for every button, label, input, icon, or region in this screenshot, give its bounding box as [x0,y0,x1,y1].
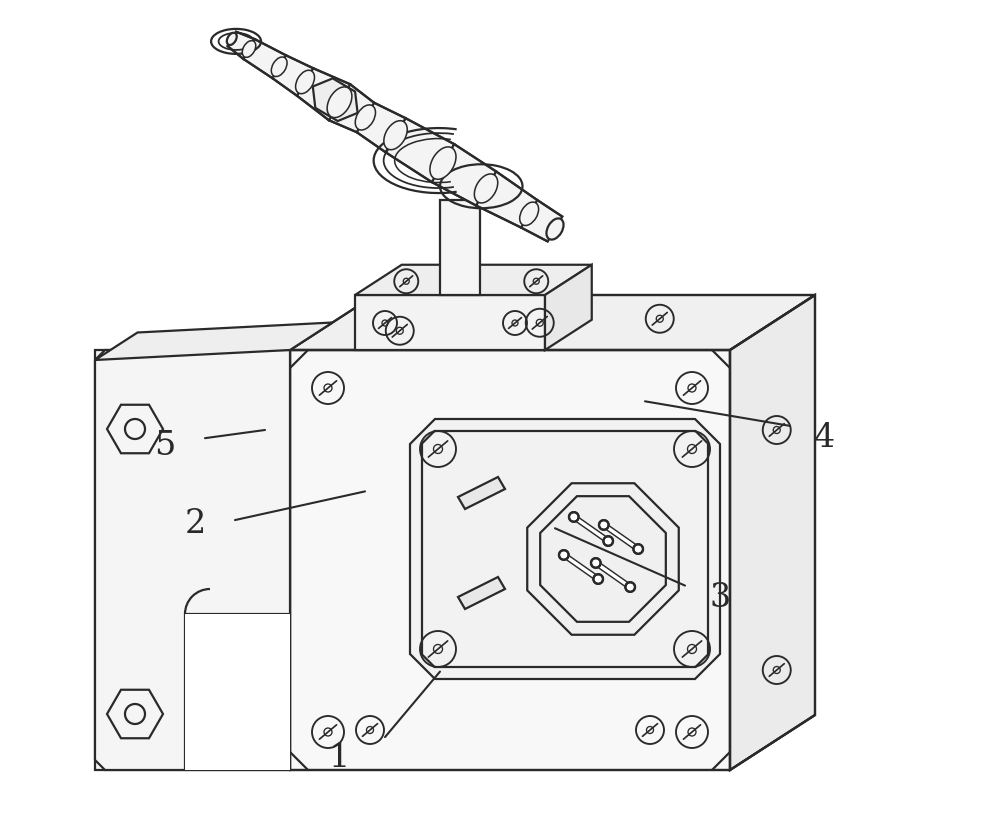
Polygon shape [272,56,313,96]
Polygon shape [243,39,286,79]
Ellipse shape [546,219,564,240]
Ellipse shape [271,57,287,76]
Ellipse shape [296,70,314,93]
Polygon shape [95,350,290,770]
Circle shape [569,512,579,522]
Polygon shape [440,200,480,295]
Polygon shape [313,79,358,121]
Polygon shape [355,295,545,350]
Ellipse shape [384,120,407,150]
Polygon shape [228,32,255,59]
Circle shape [559,550,569,559]
Polygon shape [95,350,290,770]
Text: 5: 5 [154,430,176,463]
Circle shape [591,559,601,568]
Ellipse shape [474,174,498,203]
Circle shape [593,574,603,584]
Text: 3: 3 [709,581,731,614]
Polygon shape [386,118,454,182]
Ellipse shape [227,33,237,45]
Polygon shape [329,84,374,132]
Polygon shape [432,144,496,206]
Polygon shape [476,171,537,228]
Polygon shape [185,614,290,770]
Polygon shape [290,350,730,770]
Ellipse shape [242,41,256,57]
Text: 4: 4 [814,422,836,455]
Polygon shape [521,200,562,242]
Polygon shape [357,102,406,152]
Polygon shape [545,265,592,350]
Circle shape [603,536,613,545]
Ellipse shape [430,147,456,179]
Polygon shape [297,68,350,120]
Ellipse shape [355,105,375,130]
Circle shape [599,520,609,530]
Polygon shape [458,577,505,609]
Polygon shape [355,265,592,295]
Circle shape [625,582,635,592]
Ellipse shape [327,87,352,118]
Polygon shape [95,323,332,360]
Circle shape [633,545,643,554]
Polygon shape [527,483,679,635]
Polygon shape [410,419,720,679]
Polygon shape [458,477,505,509]
Text: 2: 2 [184,508,206,541]
Polygon shape [290,295,815,350]
Ellipse shape [520,202,539,225]
Text: 1: 1 [329,741,351,774]
Polygon shape [730,295,815,770]
